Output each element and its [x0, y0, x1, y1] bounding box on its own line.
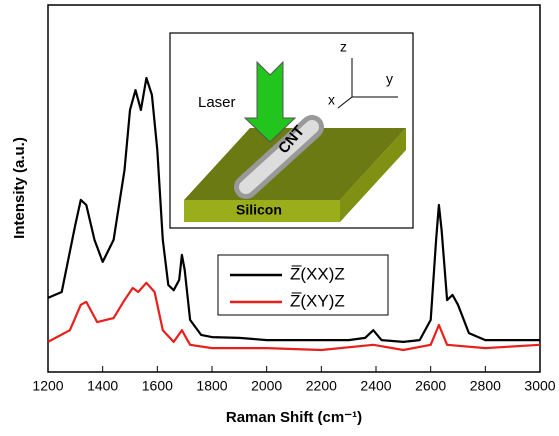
legend-label: Z̅(XX)Z [290, 264, 345, 283]
x-tick-label: 3000 [524, 378, 555, 394]
annotation: Silicon [236, 202, 282, 218]
x-tick-label: 1800 [196, 378, 227, 394]
x-tick-label: 1400 [87, 378, 118, 394]
annotation: x [328, 92, 335, 108]
x-tick-label: 2600 [415, 378, 446, 394]
x-tick-label: 1200 [32, 378, 63, 394]
annotation: y [386, 71, 393, 87]
x-tick-label: 1600 [142, 378, 173, 394]
annotation: z [340, 39, 347, 55]
x-axis-label: Raman Shift (cm⁻¹) [226, 409, 362, 426]
annotation: Laser [198, 94, 236, 111]
chart: Raman Shift (cm⁻¹) Intensity (a.u.) Lase… [0, 0, 559, 431]
x-tick-label: 2400 [360, 378, 391, 394]
x-tick-label: 2200 [306, 378, 337, 394]
x-tick-label: 2000 [251, 378, 282, 394]
inset-diagram: Laser CNT Silicon z y x [170, 33, 413, 228]
x-tick-label: 2800 [470, 378, 501, 394]
legend-label: Z̅(XY)Z [290, 291, 345, 310]
y-axis-label: Intensity (a.u.) [11, 137, 28, 239]
